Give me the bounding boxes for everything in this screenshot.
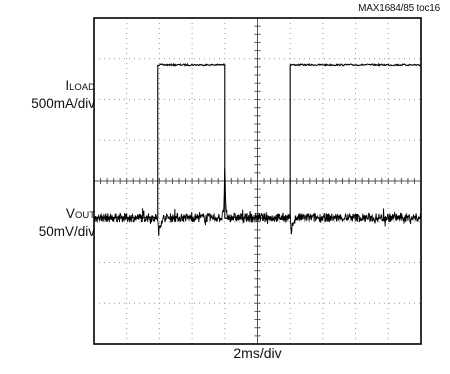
iload-subscript: LOAD	[69, 82, 95, 93]
figure-reference: MAX1684/85 toc16	[358, 3, 440, 14]
screen-border	[93, 17, 422, 345]
vout-label: VOUT 50mV/div	[39, 206, 95, 240]
iload-name: I	[65, 78, 70, 93]
x-axis-label: 2ms/div	[233, 345, 282, 361]
vout-name: V	[65, 206, 75, 221]
iload-label: ILOAD 500mA/div	[31, 78, 95, 112]
vout-subscript: OUT	[74, 210, 95, 221]
iload-scale: 500mA/div	[31, 96, 95, 111]
vout-scale: 50mV/div	[38, 224, 95, 239]
vout-trace	[93, 168, 422, 237]
